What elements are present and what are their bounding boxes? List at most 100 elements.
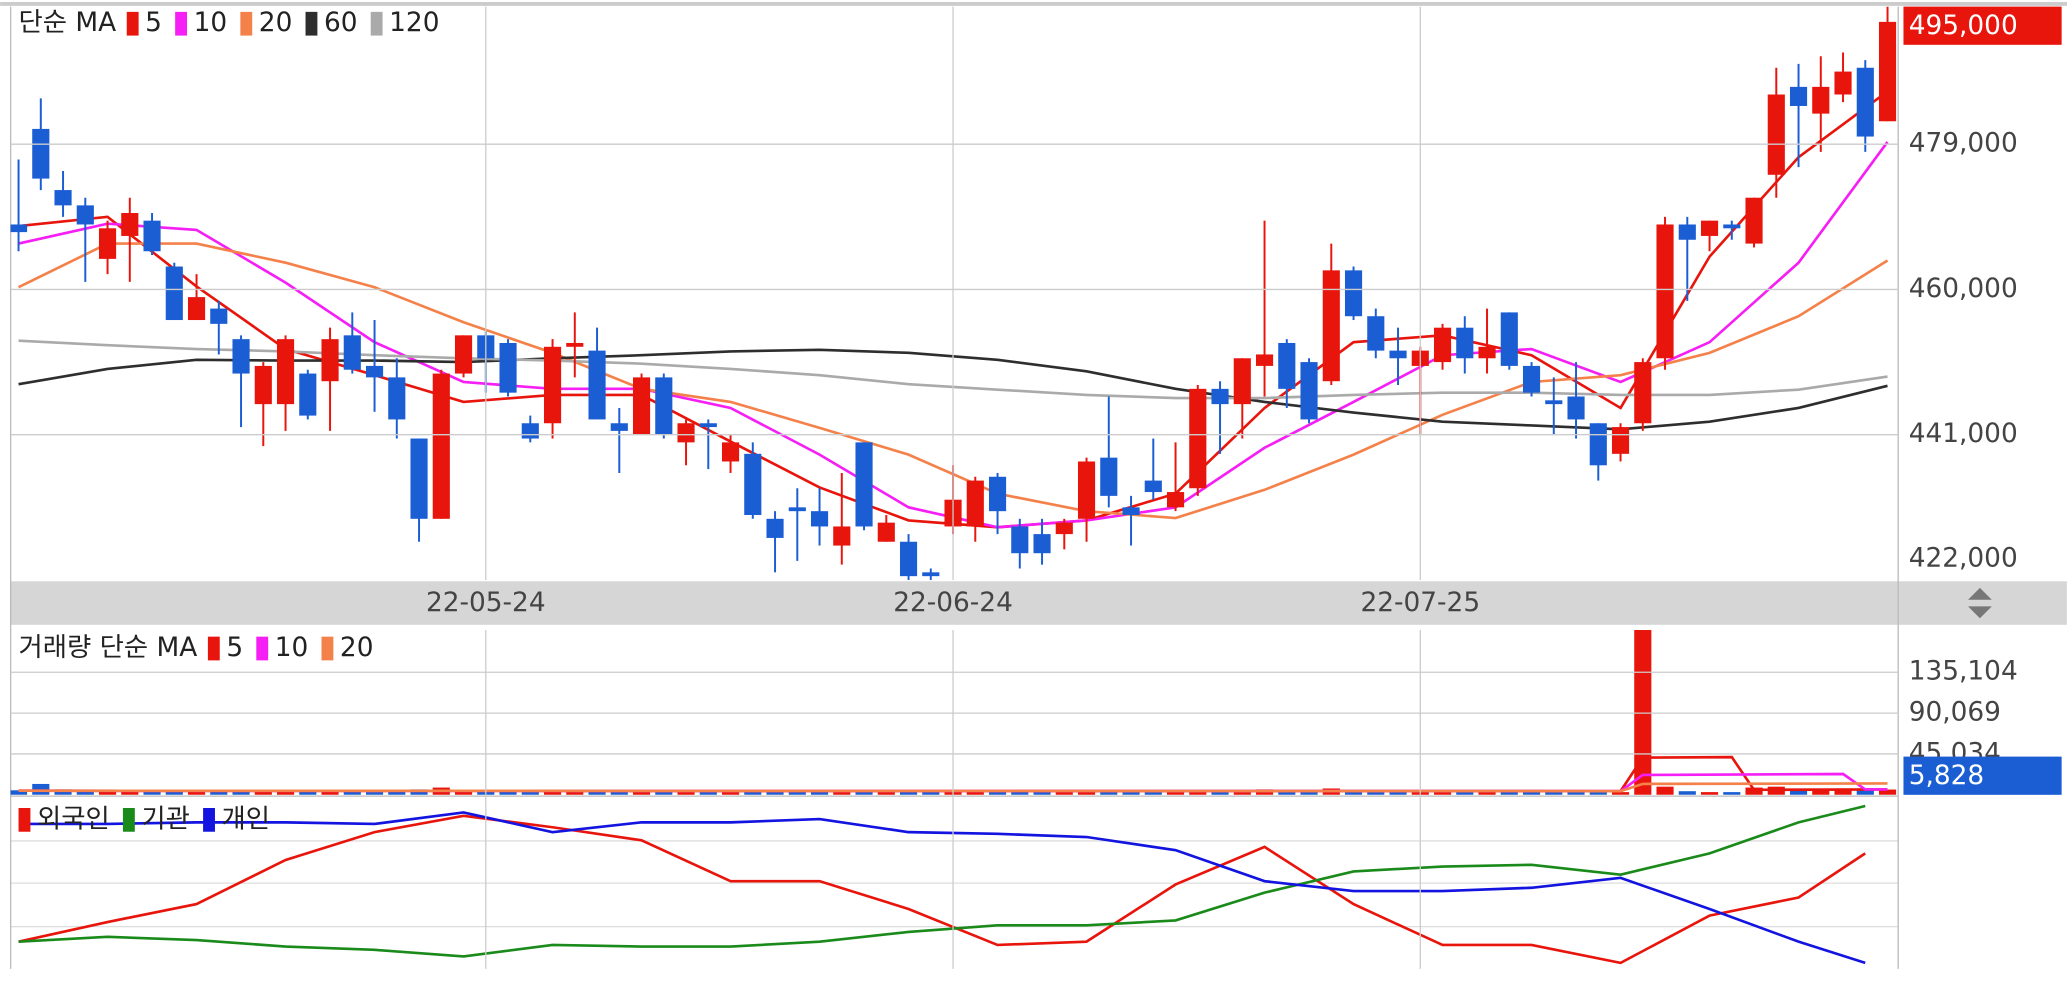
candle-body — [1300, 362, 1318, 420]
labels: 22-05-24 22-06-24 22-07-25 479,000 460,000 44… — [18, 6, 2062, 834]
volume-bar — [521, 792, 539, 795]
volume-bar — [1522, 791, 1541, 795]
volume-bar — [1122, 792, 1140, 795]
volume-bar — [1233, 790, 1251, 795]
volume-bar — [899, 791, 918, 795]
x-tick-label: 22-07-25 — [1360, 588, 1480, 618]
volume-bar — [1144, 792, 1162, 795]
volume-bar — [1678, 791, 1696, 795]
candle-body — [1856, 67, 1874, 137]
volume-bar — [1500, 791, 1518, 795]
volume-bar — [855, 791, 873, 795]
candle-body — [966, 480, 984, 527]
volume-bar — [454, 790, 473, 795]
volume-bar — [98, 790, 117, 795]
candle-body — [1233, 358, 1251, 405]
candle-body — [1211, 388, 1229, 405]
volume-bar — [988, 792, 1007, 795]
candle-body — [432, 373, 450, 519]
candle-body — [1278, 342, 1296, 389]
volume-bar — [1389, 791, 1407, 795]
resize-handle[interactable] — [1968, 587, 1992, 619]
volume-bar — [1367, 791, 1385, 795]
legend-label: 20 — [340, 633, 374, 663]
candle-body — [588, 350, 606, 420]
volume-bar — [54, 789, 72, 795]
volume-bar — [766, 791, 784, 795]
arrow-up[interactable] — [1968, 587, 1992, 600]
volume-bar — [365, 792, 384, 795]
legend-label: 5 — [145, 8, 162, 38]
legend-label: 5 — [226, 633, 243, 663]
legend-swatch — [370, 11, 383, 36]
legend-label: 외국인 — [37, 804, 110, 834]
candle-body — [254, 365, 272, 405]
volume-bar — [1789, 790, 1808, 795]
volume-bar — [1033, 792, 1051, 795]
volume-bar — [143, 791, 161, 795]
volume-bar — [254, 791, 272, 795]
volume-bar — [1723, 792, 1741, 795]
volume-bar — [232, 790, 250, 795]
legend-swatch — [18, 808, 31, 832]
candle-body — [721, 442, 740, 462]
legend-swatch — [203, 808, 215, 832]
candle-body — [1812, 86, 1830, 114]
candle-body — [1100, 457, 1118, 496]
volume-bar — [1100, 791, 1118, 795]
legend-label: 기관 — [141, 804, 190, 834]
candle-body — [788, 507, 806, 512]
x-tick-label: 22-06-24 — [893, 588, 1013, 618]
volume-plot — [10, 630, 1897, 795]
candle-body — [499, 342, 517, 393]
candle-body — [677, 423, 695, 443]
volume-bar — [388, 791, 406, 795]
volume-bar — [610, 792, 628, 795]
legend-label: 10 — [194, 8, 228, 38]
candle-body — [1789, 86, 1808, 106]
y-tick-label: 460,000 — [1909, 274, 2018, 304]
candle-body — [1433, 327, 1452, 363]
volume-bar — [299, 791, 317, 795]
candle-body — [1723, 224, 1741, 229]
candle-body — [766, 518, 784, 538]
volume-bar — [276, 791, 295, 795]
volume-bar — [10, 790, 28, 795]
candle-body — [388, 377, 406, 420]
volume-bar — [1055, 792, 1073, 795]
legend-swatch — [126, 11, 139, 36]
x-tick-label: 22-05-24 — [426, 588, 546, 618]
volume-bar — [1166, 792, 1185, 795]
volume-bar — [1611, 792, 1630, 795]
candle-body — [1567, 396, 1585, 420]
legend-swatch — [321, 636, 334, 661]
volume-bar — [543, 791, 562, 795]
candle-body — [1500, 312, 1518, 366]
volume-bar — [1077, 791, 1096, 795]
price-tag-label: 5,828 — [1909, 761, 1984, 791]
arrow-down[interactable] — [1968, 606, 1992, 619]
candle-body — [1834, 71, 1852, 95]
candle-body — [10, 224, 28, 233]
candle-body — [299, 373, 317, 416]
volume-bar — [121, 791, 139, 795]
volume-bar — [1545, 792, 1563, 795]
candle-body — [988, 476, 1007, 512]
volume-bar — [677, 792, 695, 795]
volume-bar — [165, 790, 183, 795]
volume-bar — [1567, 792, 1585, 795]
volume-bar — [32, 783, 50, 795]
candle-body — [833, 526, 851, 546]
candle-body — [1456, 327, 1474, 359]
candle-body — [521, 423, 539, 439]
legend-label: 개인 — [222, 804, 271, 834]
candle-body — [76, 205, 94, 225]
volume-bar — [833, 792, 851, 795]
candle-body — [365, 365, 384, 378]
candle-body — [165, 266, 183, 321]
candle-body — [632, 377, 651, 435]
candle-body — [1700, 220, 1719, 236]
y-tick-label: 135,104 — [1909, 657, 2018, 687]
candle-body — [1589, 423, 1607, 466]
